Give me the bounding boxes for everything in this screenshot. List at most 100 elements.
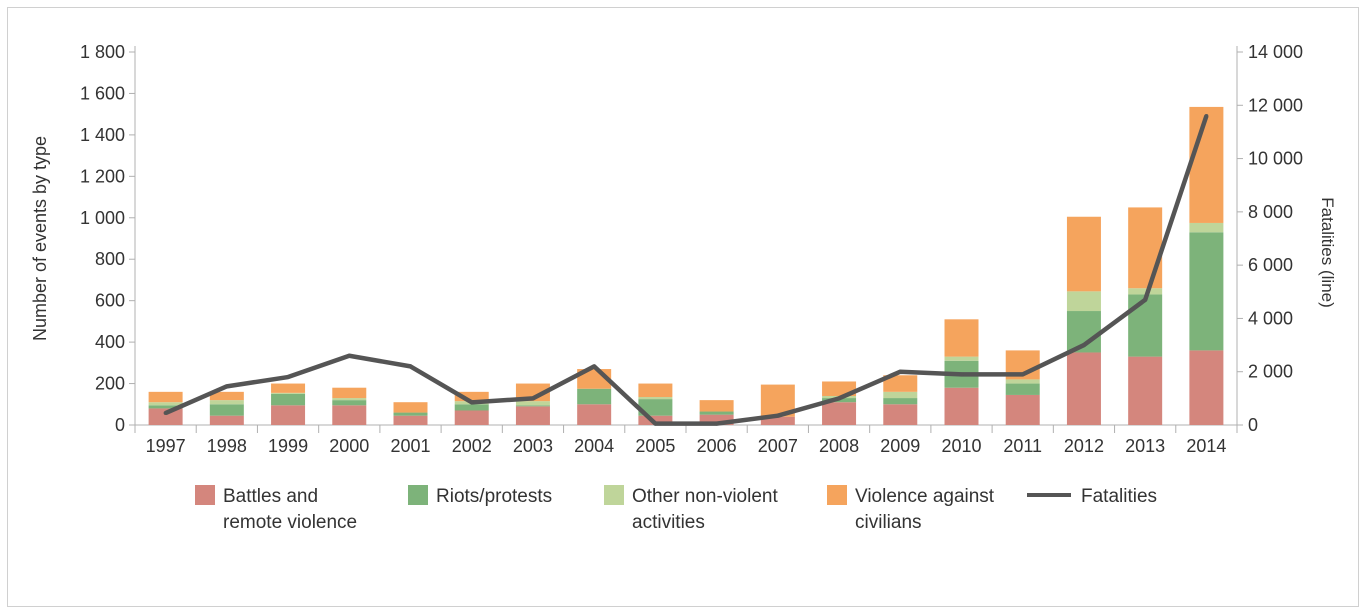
bar-segment bbox=[1005, 383, 1040, 395]
chart-labels: 0 200 400 600 800 1 000 1 200 1 400 1 600 1 800 0 2… bbox=[30, 42, 1337, 456]
x-tick-label: 2007 bbox=[758, 436, 798, 456]
bar-segment bbox=[393, 402, 428, 413]
legend-swatch-fatalities bbox=[1027, 493, 1071, 497]
fatalities-point bbox=[347, 353, 352, 358]
legend-label-violence: Violence against civilians bbox=[855, 486, 995, 533]
bar-segment bbox=[944, 356, 979, 361]
bar-segment bbox=[271, 393, 306, 406]
legend-item-battles: Battles and remote violence bbox=[195, 484, 357, 536]
fatalities-point bbox=[775, 413, 780, 418]
legend-label-battles: Battles and remote violence bbox=[223, 486, 358, 533]
fatalities-point bbox=[469, 400, 474, 405]
y-tick-label-left: 0 bbox=[115, 415, 125, 435]
bar-segment bbox=[393, 412, 428, 416]
legend-item-other: Other non-violent activities bbox=[604, 484, 778, 536]
bar-segment bbox=[944, 319, 979, 357]
bar-segment bbox=[393, 415, 428, 425]
bar-segment bbox=[271, 383, 306, 393]
y-tick-label-left: 200 bbox=[95, 374, 125, 394]
bar-segment bbox=[883, 391, 918, 399]
legend-item-riots: Riots/protests bbox=[408, 484, 552, 510]
bar-segment bbox=[332, 387, 367, 399]
bar-segment bbox=[148, 391, 183, 403]
bar-segment bbox=[638, 383, 673, 398]
y-tick-label-left: 800 bbox=[95, 249, 125, 269]
bar-segment bbox=[638, 415, 673, 425]
x-tick-label: 1999 bbox=[268, 436, 308, 456]
y-tick-label-left: 1 200 bbox=[80, 166, 125, 186]
y-tick-label-left: 600 bbox=[95, 291, 125, 311]
bar-segment bbox=[209, 400, 244, 405]
x-tick-label: 2003 bbox=[513, 436, 553, 456]
bar-segment bbox=[1128, 288, 1163, 295]
bar-segment bbox=[822, 402, 857, 425]
bar-segment bbox=[1189, 106, 1224, 223]
x-tick-label: 2012 bbox=[1064, 436, 1104, 456]
y-tick-label-right: 2 000 bbox=[1248, 362, 1293, 382]
x-tick-label: 2009 bbox=[880, 436, 920, 456]
bar-segment bbox=[148, 408, 183, 425]
bar-segment bbox=[944, 387, 979, 425]
y-tick-label-left: 1 600 bbox=[80, 83, 125, 103]
x-tick-label: 2014 bbox=[1186, 436, 1226, 456]
fatalities-point bbox=[408, 364, 413, 369]
x-tick-label: 2005 bbox=[635, 436, 675, 456]
y-tick-label-right: 6 000 bbox=[1248, 255, 1293, 275]
bar-segment bbox=[1005, 394, 1040, 425]
x-tick-label: 2004 bbox=[574, 436, 614, 456]
bar-segment bbox=[577, 388, 612, 405]
bar-segment bbox=[271, 405, 306, 425]
y-tick-label-right: 14 000 bbox=[1248, 42, 1303, 62]
bar-segment bbox=[209, 391, 244, 401]
chart-svg: 0 200 400 600 800 1 000 1 200 1 400 1 600 1 800 0 2… bbox=[30, 42, 1337, 456]
bar-segment bbox=[454, 404, 489, 411]
bar-segment bbox=[454, 410, 489, 425]
legend-item-violence: Violence against civilians bbox=[827, 484, 994, 536]
x-tick-label: 2001 bbox=[390, 436, 430, 456]
fatalities-point bbox=[898, 369, 903, 374]
fatalities-point bbox=[1081, 343, 1086, 348]
bar-segment bbox=[209, 415, 244, 425]
bar-segment bbox=[638, 399, 673, 416]
bar-segment bbox=[1128, 207, 1163, 289]
legend-label-fatalities: Fatalities bbox=[1081, 486, 1158, 507]
bar-segment bbox=[760, 416, 795, 425]
fatalities-point bbox=[530, 396, 535, 401]
bar-segment bbox=[1189, 222, 1224, 233]
bar-segment bbox=[1189, 350, 1224, 425]
fatalities-point bbox=[959, 372, 964, 377]
x-tick-label: 1998 bbox=[207, 436, 247, 456]
x-tick-label: 2002 bbox=[452, 436, 492, 456]
bar-segment bbox=[148, 402, 183, 406]
fatalities-point bbox=[653, 421, 658, 426]
bar-segment bbox=[699, 400, 734, 412]
fatalities-point bbox=[1020, 372, 1025, 377]
bar-segment bbox=[883, 398, 918, 405]
bar-segment bbox=[883, 375, 918, 392]
bar-segment bbox=[1128, 294, 1163, 357]
fatalities-point bbox=[1143, 297, 1148, 302]
fatalities-point bbox=[837, 396, 842, 401]
bar-segment bbox=[1189, 232, 1224, 351]
bar-segment bbox=[515, 401, 550, 406]
fatalities-point bbox=[1204, 113, 1209, 118]
bar-segment bbox=[332, 400, 367, 406]
legend-label-other: Other non-violent activities bbox=[632, 486, 778, 533]
bar-segment bbox=[271, 392, 306, 394]
fatalities-point bbox=[224, 384, 229, 389]
bar-segment bbox=[332, 398, 367, 401]
bar-segment bbox=[1066, 216, 1101, 292]
bar-segment bbox=[1066, 291, 1101, 312]
bar-segment bbox=[515, 406, 550, 425]
bar-segment bbox=[699, 411, 734, 415]
y-tick-label-left: 1 800 bbox=[80, 42, 125, 62]
y-tick-label-left: 400 bbox=[95, 332, 125, 352]
bar-segment bbox=[209, 404, 244, 416]
x-tick-label: 1997 bbox=[146, 436, 186, 456]
bar-segment bbox=[454, 391, 489, 402]
bar-segment bbox=[1005, 379, 1040, 384]
legend-label-riots: Riots/protests bbox=[436, 486, 553, 507]
y-tick-label-left: 1 400 bbox=[80, 125, 125, 145]
x-tick-label: 2013 bbox=[1125, 436, 1165, 456]
y-tick-label-right: 0 bbox=[1248, 415, 1258, 435]
